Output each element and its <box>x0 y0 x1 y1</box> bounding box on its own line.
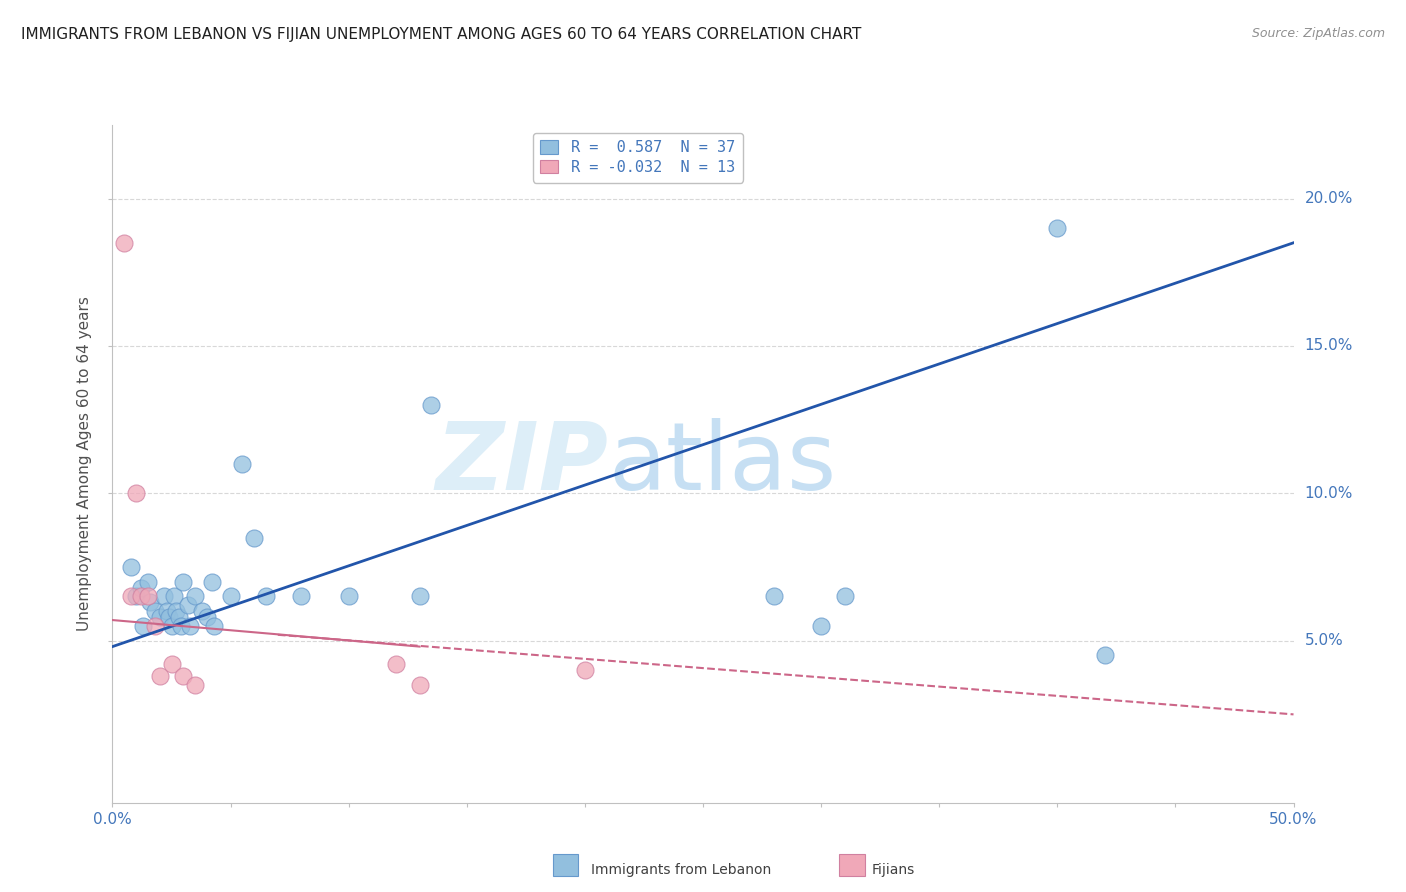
Point <box>160 619 183 633</box>
Point <box>143 604 166 618</box>
Text: atlas: atlas <box>609 417 837 510</box>
Point <box>1094 648 1116 663</box>
Text: 5.0%: 5.0% <box>1305 633 1343 648</box>
Point <box>385 657 408 672</box>
Point <box>574 663 596 677</box>
Point <box>132 619 155 633</box>
Point <box>156 604 179 618</box>
Point <box>136 574 159 589</box>
Point <box>408 590 430 604</box>
Text: Fijians: Fijians <box>872 863 915 877</box>
Text: 10.0%: 10.0% <box>1305 486 1353 500</box>
Point <box>125 590 148 604</box>
Point <box>337 590 360 604</box>
Point <box>420 398 443 412</box>
Point <box>165 604 187 618</box>
Point <box>163 590 186 604</box>
Point <box>202 619 225 633</box>
Point <box>254 590 277 604</box>
Point <box>1046 221 1069 235</box>
Point <box>191 604 214 618</box>
Text: Source: ZipAtlas.com: Source: ZipAtlas.com <box>1251 27 1385 40</box>
Point <box>139 595 162 609</box>
Text: 20.0%: 20.0% <box>1305 191 1353 206</box>
Point <box>762 590 785 604</box>
Point <box>112 235 135 250</box>
Bar <box>839 854 865 876</box>
Point <box>834 590 856 604</box>
Point <box>231 457 253 471</box>
Legend: R =  0.587  N = 37, R = -0.032  N = 13: R = 0.587 N = 37, R = -0.032 N = 13 <box>533 133 742 183</box>
Point <box>160 657 183 672</box>
Point <box>201 574 224 589</box>
Point <box>129 590 152 604</box>
Point <box>810 619 832 633</box>
Point <box>170 619 193 633</box>
Point <box>179 619 201 633</box>
Point <box>136 590 159 604</box>
Point <box>172 669 194 683</box>
Text: 15.0%: 15.0% <box>1305 338 1353 353</box>
Point <box>408 678 430 692</box>
Point <box>172 574 194 589</box>
Point <box>149 669 172 683</box>
Point <box>129 581 152 595</box>
Point <box>125 486 148 500</box>
Point <box>153 590 176 604</box>
Point <box>290 590 312 604</box>
Text: Immigrants from Lebanon: Immigrants from Lebanon <box>591 863 770 877</box>
Point <box>157 610 180 624</box>
Point <box>143 619 166 633</box>
Point <box>184 590 207 604</box>
Point <box>120 560 142 574</box>
Y-axis label: Unemployment Among Ages 60 to 64 years: Unemployment Among Ages 60 to 64 years <box>77 296 93 632</box>
Point <box>219 590 242 604</box>
Text: IMMIGRANTS FROM LEBANON VS FIJIAN UNEMPLOYMENT AMONG AGES 60 TO 64 YEARS CORRELA: IMMIGRANTS FROM LEBANON VS FIJIAN UNEMPL… <box>21 27 862 42</box>
Point <box>177 599 200 613</box>
Point <box>184 678 207 692</box>
Point <box>243 531 266 545</box>
Point <box>195 610 218 624</box>
Point <box>120 590 142 604</box>
Point <box>149 610 172 624</box>
Text: ZIP: ZIP <box>436 417 609 510</box>
Point <box>167 610 190 624</box>
Bar <box>553 854 578 876</box>
